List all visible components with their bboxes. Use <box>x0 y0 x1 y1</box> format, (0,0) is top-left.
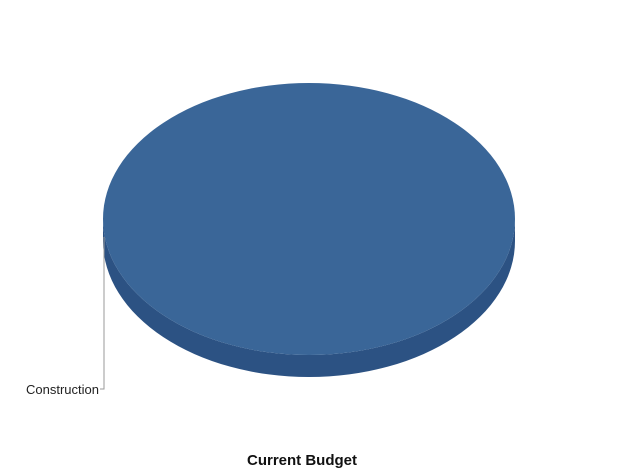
pie-slices <box>103 83 515 377</box>
leader-line-construction <box>100 237 105 390</box>
slice-label-construction: Construction <box>26 382 99 397</box>
pie-slice-side-construction <box>103 219 515 377</box>
pie-labels: Construction <box>26 237 105 397</box>
pie-slice-construction <box>103 83 515 355</box>
chart-title: Current Budget <box>247 452 357 469</box>
